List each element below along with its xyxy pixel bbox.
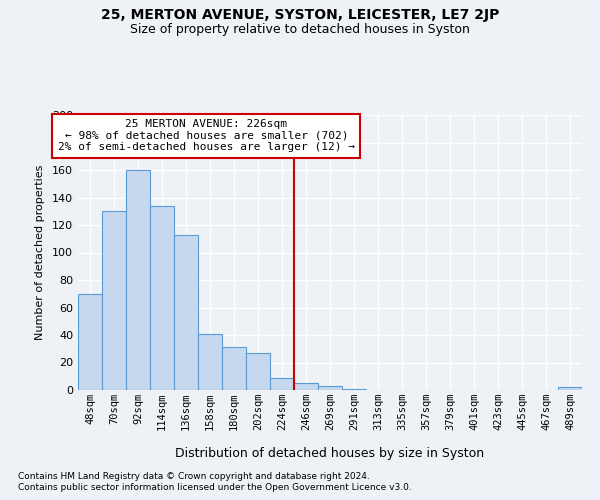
Bar <box>246 353 270 390</box>
Text: Size of property relative to detached houses in Syston: Size of property relative to detached ho… <box>130 22 470 36</box>
Text: Contains HM Land Registry data © Crown copyright and database right 2024.: Contains HM Land Registry data © Crown c… <box>18 472 370 481</box>
Bar <box>270 378 294 390</box>
Text: Distribution of detached houses by size in Syston: Distribution of detached houses by size … <box>175 448 485 460</box>
Bar <box>78 294 102 390</box>
Y-axis label: Number of detached properties: Number of detached properties <box>35 165 45 340</box>
Bar <box>126 170 150 390</box>
Bar <box>174 234 198 390</box>
Bar <box>222 348 246 390</box>
Bar <box>342 388 366 390</box>
Text: 25 MERTON AVENUE: 226sqm
← 98% of detached houses are smaller (702)
2% of semi-d: 25 MERTON AVENUE: 226sqm ← 98% of detach… <box>58 119 355 152</box>
Bar <box>558 387 582 390</box>
Bar <box>198 334 222 390</box>
Text: Contains public sector information licensed under the Open Government Licence v3: Contains public sector information licen… <box>18 484 412 492</box>
Bar <box>102 211 126 390</box>
Bar <box>318 386 342 390</box>
Bar <box>294 383 318 390</box>
Bar <box>150 206 174 390</box>
Text: 25, MERTON AVENUE, SYSTON, LEICESTER, LE7 2JP: 25, MERTON AVENUE, SYSTON, LEICESTER, LE… <box>101 8 499 22</box>
